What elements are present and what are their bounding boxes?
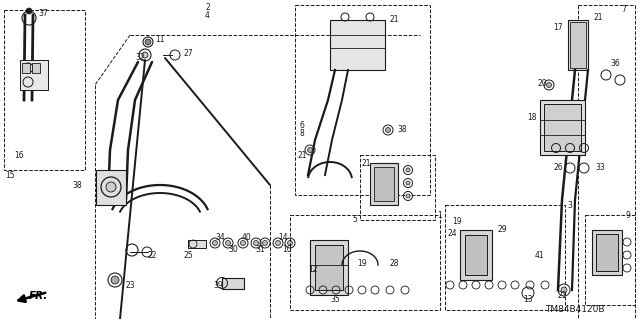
Bar xyxy=(592,230,622,275)
Text: 38: 38 xyxy=(397,125,406,135)
Circle shape xyxy=(287,241,292,246)
Text: 31: 31 xyxy=(255,246,264,255)
Text: 22: 22 xyxy=(148,250,157,259)
Text: 4: 4 xyxy=(205,11,210,20)
Circle shape xyxy=(385,128,390,132)
Text: 5: 5 xyxy=(352,216,357,225)
Text: 20: 20 xyxy=(537,78,547,87)
Text: 27: 27 xyxy=(183,49,193,58)
Text: 6: 6 xyxy=(300,121,305,130)
Bar xyxy=(596,234,618,271)
Text: 28: 28 xyxy=(390,258,399,268)
Text: 21: 21 xyxy=(558,291,568,300)
Circle shape xyxy=(406,168,410,172)
Text: 19: 19 xyxy=(452,218,461,226)
Bar xyxy=(315,245,343,290)
Circle shape xyxy=(26,8,32,14)
Bar xyxy=(544,104,581,151)
Circle shape xyxy=(406,181,410,185)
Text: 8: 8 xyxy=(300,129,305,137)
Bar xyxy=(290,215,440,310)
Text: 7: 7 xyxy=(621,5,626,14)
Bar xyxy=(445,205,565,310)
Circle shape xyxy=(406,194,410,198)
Text: 30: 30 xyxy=(228,246,237,255)
Text: 15: 15 xyxy=(5,172,15,181)
Bar xyxy=(568,20,588,70)
Text: TM84B4120B: TM84B4120B xyxy=(545,305,605,314)
Circle shape xyxy=(241,241,246,246)
Text: 21: 21 xyxy=(362,159,371,167)
Bar xyxy=(96,170,126,205)
Text: 23: 23 xyxy=(125,280,134,290)
Circle shape xyxy=(225,241,230,246)
Bar xyxy=(32,63,40,73)
Circle shape xyxy=(106,182,116,192)
Text: 38: 38 xyxy=(72,181,82,189)
Circle shape xyxy=(253,241,259,246)
Text: 33: 33 xyxy=(595,164,605,173)
Text: 9: 9 xyxy=(625,211,630,220)
Circle shape xyxy=(307,147,312,152)
Bar xyxy=(374,167,394,201)
Circle shape xyxy=(142,52,148,58)
Circle shape xyxy=(212,241,218,246)
Bar xyxy=(330,20,385,70)
Bar xyxy=(4,10,85,170)
Text: 14: 14 xyxy=(278,233,287,241)
Text: 21: 21 xyxy=(390,16,399,25)
Text: 41: 41 xyxy=(535,250,545,259)
Text: 24: 24 xyxy=(448,228,458,238)
Text: 39: 39 xyxy=(213,281,223,291)
Text: 10: 10 xyxy=(282,246,292,255)
Bar xyxy=(222,278,244,289)
Bar xyxy=(20,60,48,90)
Text: 12: 12 xyxy=(308,265,317,275)
Circle shape xyxy=(145,39,151,45)
Circle shape xyxy=(275,241,280,246)
Bar xyxy=(540,100,585,155)
Text: 11: 11 xyxy=(155,35,164,44)
Text: 29: 29 xyxy=(498,226,508,234)
Text: 40: 40 xyxy=(242,233,252,241)
Bar xyxy=(585,215,635,305)
Bar xyxy=(370,163,398,205)
Text: FR.: FR. xyxy=(28,291,48,301)
Bar xyxy=(360,155,435,220)
Text: 26: 26 xyxy=(553,164,563,173)
Circle shape xyxy=(547,83,552,87)
Text: 37: 37 xyxy=(38,10,48,19)
Bar xyxy=(295,5,430,195)
Circle shape xyxy=(262,241,268,246)
Text: 34: 34 xyxy=(215,233,225,241)
Bar xyxy=(188,240,206,248)
Circle shape xyxy=(111,276,119,284)
Bar xyxy=(570,22,586,68)
Text: 2: 2 xyxy=(205,4,210,12)
Text: 32: 32 xyxy=(135,54,145,63)
Text: 21: 21 xyxy=(298,151,307,160)
Text: 17: 17 xyxy=(553,24,563,33)
Bar xyxy=(460,230,492,280)
Text: 16: 16 xyxy=(14,151,24,160)
Bar xyxy=(22,63,30,73)
Text: 18: 18 xyxy=(527,114,536,122)
Text: 25: 25 xyxy=(183,250,193,259)
Text: 21: 21 xyxy=(593,13,602,23)
Text: 19: 19 xyxy=(357,258,367,268)
Text: 36: 36 xyxy=(610,58,620,68)
Text: 1: 1 xyxy=(437,211,442,219)
Bar xyxy=(310,240,348,295)
Circle shape xyxy=(561,287,567,293)
Text: 3: 3 xyxy=(567,201,572,210)
Text: 13: 13 xyxy=(523,295,532,305)
Text: 35: 35 xyxy=(330,295,340,305)
Bar xyxy=(465,235,487,275)
